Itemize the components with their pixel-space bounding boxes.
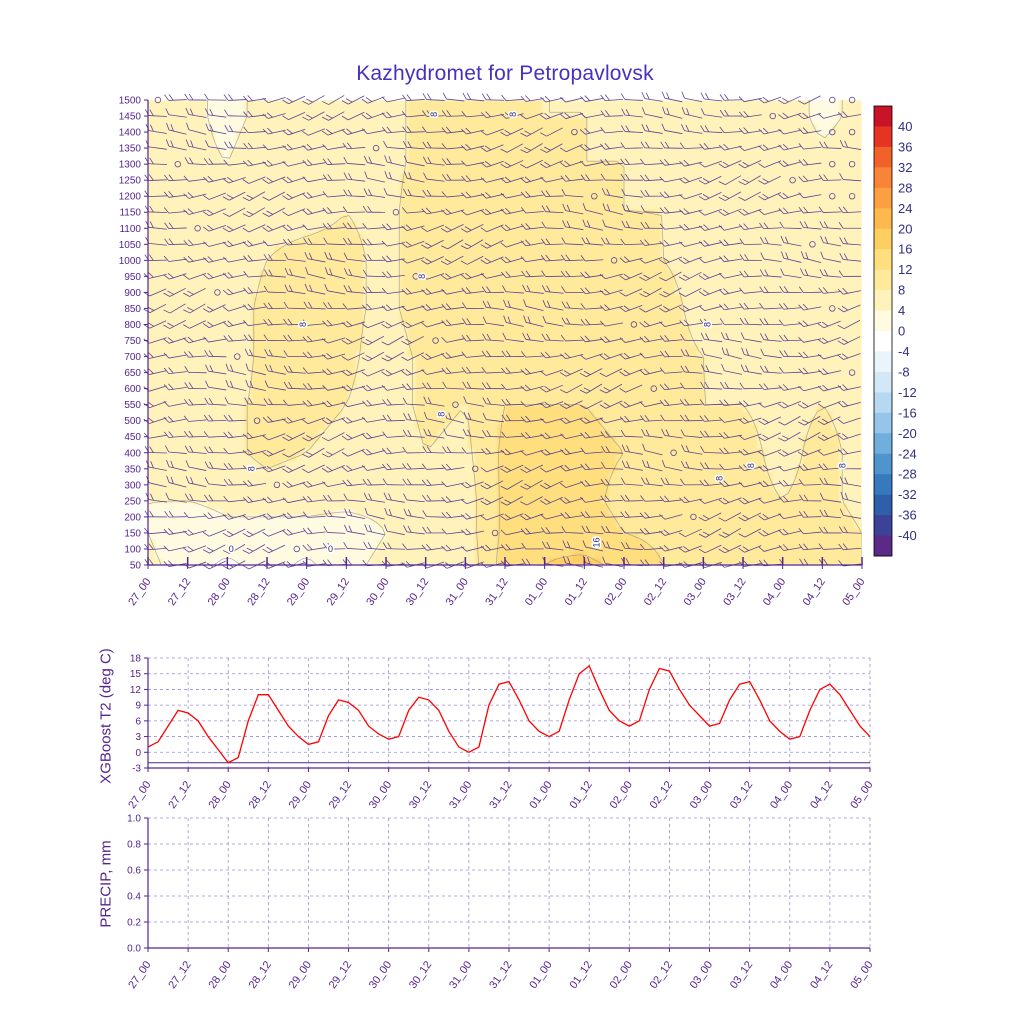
wind-barbs <box>143 91 862 570</box>
precip-axes: 0.00.20.40.60.81.027_00 27_12 28_00 28_12 29… <box>126 814 875 991</box>
contour-lines <box>148 100 862 565</box>
chart-title: Kazhydromet for Petropavlovsk <box>356 62 654 85</box>
precip-grid <box>148 817 871 948</box>
t2-grid <box>148 657 871 768</box>
colorbar: 4036322824201612840-4-8-12-16-20-24-28-3… <box>873 105 917 557</box>
temperature-field <box>148 100 862 565</box>
t2-series-line <box>147 664 871 764</box>
